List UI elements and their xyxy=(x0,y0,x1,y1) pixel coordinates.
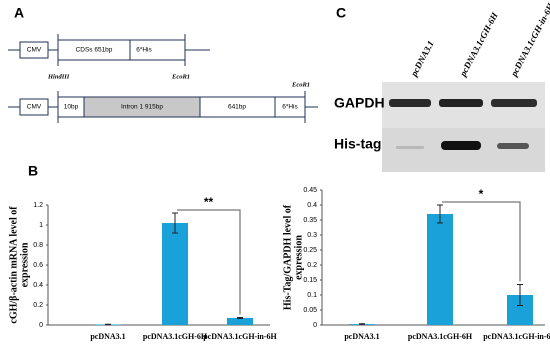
error-bar xyxy=(359,323,365,325)
western-blot: GAPDH His-tag pcDNA3.1 pcDNA3.1cGH-6H pc… xyxy=(334,1,550,172)
significance-bracket xyxy=(177,209,241,315)
y-tick-label: 0.1 xyxy=(307,292,317,299)
y-tick-label: 0.35 xyxy=(303,217,317,224)
y-tick-label: 0.25 xyxy=(303,247,317,254)
x-tick-label: pcDNA3.1cGH-in-6H xyxy=(483,332,550,341)
error-bar xyxy=(172,212,178,234)
y-tick-label: 0 xyxy=(39,322,43,329)
his: 6*His xyxy=(282,104,298,111)
y-tick-label: 0.4 xyxy=(307,202,317,209)
y-axis-label: expression xyxy=(19,242,30,287)
row-label: GAPDH xyxy=(334,95,385,111)
site-label: EcoR1 xyxy=(291,81,310,88)
cmv-box xyxy=(19,41,49,59)
panel-label: B xyxy=(28,163,38,179)
y-tick-label: 0.05 xyxy=(303,307,317,314)
bar xyxy=(162,223,188,325)
y-tick-label: 0.2 xyxy=(33,302,43,309)
y-tick-label: 0.2 xyxy=(307,262,317,269)
bar xyxy=(227,318,253,325)
y-tick-label: 0.4 xyxy=(33,282,43,289)
lane-label: pcDNA3.1cGH-6H xyxy=(457,10,500,79)
bar xyxy=(427,214,453,325)
y-tick-label: 1.2 xyxy=(33,202,43,209)
significance-bracket xyxy=(442,201,521,282)
row-label: His-tag xyxy=(334,136,381,152)
panel-label: A xyxy=(14,5,24,21)
his: 6*His xyxy=(136,47,152,54)
band xyxy=(497,143,529,149)
exon: 641bp xyxy=(228,104,246,111)
x-tick-label: pcDNA3.1 xyxy=(344,332,379,341)
error-bar xyxy=(437,204,443,224)
band xyxy=(441,141,481,150)
y-axis-label: His-Tag/GAPDH level of xyxy=(282,204,293,310)
construct-1: CMV CDSs 651bp 6*His HindIII EcoR1 xyxy=(8,34,210,80)
utr: 10bp xyxy=(64,104,79,111)
y-axis-label: expression xyxy=(293,235,304,280)
cmv: CMV xyxy=(27,47,42,54)
y-tick-label: 0 xyxy=(313,322,317,329)
intron-box xyxy=(83,96,201,118)
y-tick-label: 0.6 xyxy=(33,262,43,269)
construct-2: CMV 10bp Intron 1 915bp 641bp 6*His EcoR… xyxy=(8,81,318,123)
significance-label: ** xyxy=(204,195,214,209)
site-label: HindIII xyxy=(47,73,70,80)
x-tick-label: pcDNA3.1cGH-6H xyxy=(408,332,473,341)
error-bar xyxy=(237,317,243,319)
x-tick-label: pcDNA3.1 xyxy=(90,332,125,341)
y-axis-label: cGH/β-actin mRNA level of xyxy=(8,206,19,324)
band xyxy=(389,99,431,107)
y-tick-label: 1 xyxy=(39,222,43,229)
y-tick-label: 0.15 xyxy=(303,277,317,284)
error-bar xyxy=(517,284,523,306)
intron: Intron 1 915bp xyxy=(121,104,163,111)
lane-label: pcDNA3.1cGH-in-6H xyxy=(508,1,550,79)
y-tick-label: 0.3 xyxy=(307,232,317,239)
significance-label: * xyxy=(479,187,484,201)
x-tick-label: pcDNA3.1cGH-in-6H xyxy=(203,332,277,341)
panel-label: C xyxy=(336,5,346,21)
band xyxy=(439,99,483,107)
cmv-box xyxy=(19,98,49,116)
site-label: EcoR1 xyxy=(171,73,190,80)
cmv: CMV xyxy=(27,104,42,111)
x-tick-label: pcDNA3.1cGH-6H xyxy=(143,332,208,341)
band xyxy=(396,146,424,149)
lane-label: pcDNA3.1 xyxy=(408,39,435,79)
band xyxy=(491,99,537,107)
y-tick-label: 0.45 xyxy=(303,187,317,194)
cds: CDSs 651bp xyxy=(76,47,113,54)
y-tick-label: 0.8 xyxy=(33,242,43,249)
